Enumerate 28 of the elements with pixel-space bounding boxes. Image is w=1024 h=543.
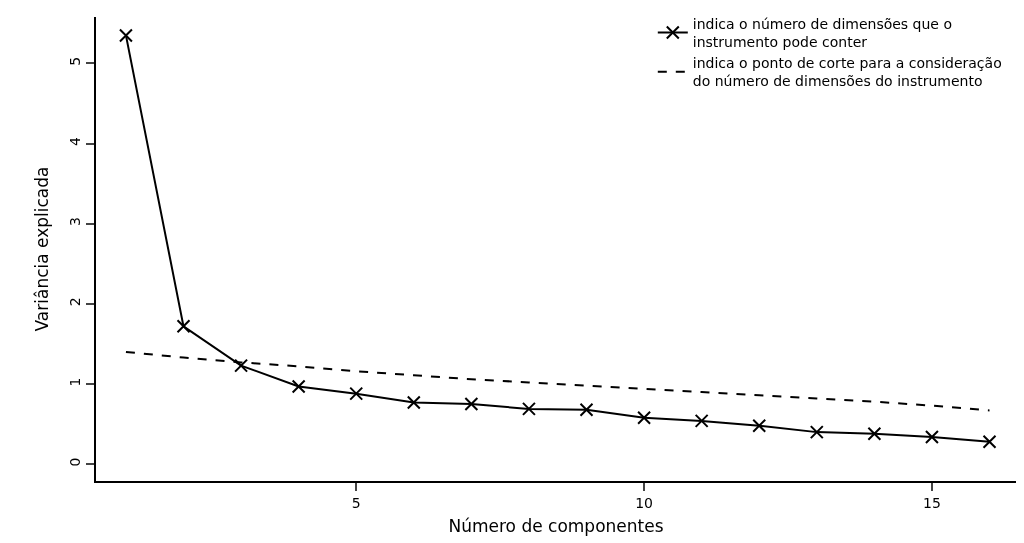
point <box>291 379 306 394</box>
point <box>982 434 997 449</box>
legend-label: indica o ponto de corte para a consideração do número de dimensões do instrumento <box>692 55 1002 90</box>
y-tick-label: 0 <box>67 457 84 467</box>
point <box>694 413 709 428</box>
y-tick-label: 1 <box>67 377 84 387</box>
point <box>349 386 364 401</box>
point <box>579 402 594 417</box>
y-tick-label: 4 <box>67 136 84 146</box>
y-tick-label: 3 <box>67 217 84 227</box>
point <box>924 429 939 444</box>
x-tick-label: 10 <box>635 494 653 511</box>
point <box>867 426 882 441</box>
y-tick-label: 2 <box>67 297 84 307</box>
x-tick-label: 15 <box>923 494 941 511</box>
point <box>234 358 249 373</box>
x-tick-label: 5 <box>351 494 361 511</box>
x-axis-title: Número de componentes <box>448 515 664 536</box>
point <box>637 410 652 425</box>
point <box>464 397 479 412</box>
point <box>176 319 191 334</box>
y-axis-title: Variância explicada <box>32 166 53 332</box>
y-tick-label: 5 <box>67 56 84 66</box>
point <box>809 425 824 440</box>
point <box>118 28 133 43</box>
point <box>521 401 536 416</box>
point <box>752 418 767 433</box>
point <box>406 395 421 410</box>
